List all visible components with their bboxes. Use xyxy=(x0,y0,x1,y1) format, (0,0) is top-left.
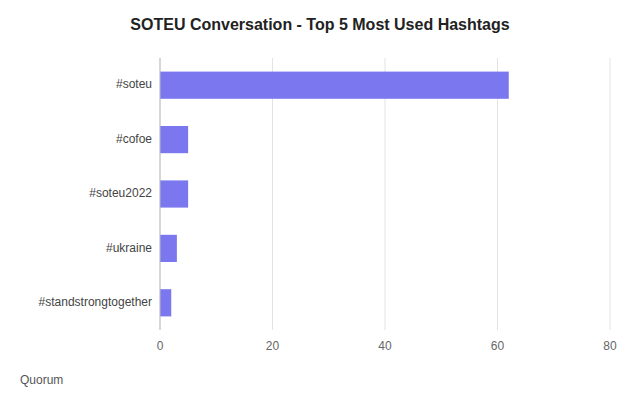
chart-container: SOTEU Conversation - Top 5 Most Used Has… xyxy=(0,0,640,400)
y-tick-label: #ukraine xyxy=(106,241,152,255)
grid-line xyxy=(610,58,611,330)
x-axis: 0 20 40 60 80 xyxy=(157,339,617,353)
y-tick-label: #soteu xyxy=(116,77,152,91)
chart-title: SOTEU Conversation - Top 5 Most Used Has… xyxy=(130,16,509,33)
x-tick-label: 20 xyxy=(266,339,280,353)
x-tick-label: 40 xyxy=(378,339,392,353)
y-tick-label: #cofoe xyxy=(116,132,152,146)
bar xyxy=(160,289,171,316)
x-tick-label: 0 xyxy=(157,339,164,353)
y-tick-label: #soteu2022 xyxy=(89,186,152,200)
grid-line xyxy=(160,58,161,330)
chart-svg: SOTEU Conversation - Top 5 Most Used Has… xyxy=(0,0,640,400)
y-tick-label: #standstrongtogether xyxy=(39,295,152,309)
bars xyxy=(160,72,509,317)
x-tick-label: 60 xyxy=(491,339,505,353)
x-tick-label: 80 xyxy=(603,339,617,353)
bar xyxy=(160,180,188,207)
bar xyxy=(160,72,509,99)
y-axis: #soteu #cofoe #soteu2022 #ukraine #standstro… xyxy=(39,58,160,330)
annotation: Quorum xyxy=(20,373,63,387)
y-axis-line xyxy=(160,58,161,330)
bar xyxy=(160,235,177,262)
grid xyxy=(160,58,610,330)
bar xyxy=(160,126,188,153)
